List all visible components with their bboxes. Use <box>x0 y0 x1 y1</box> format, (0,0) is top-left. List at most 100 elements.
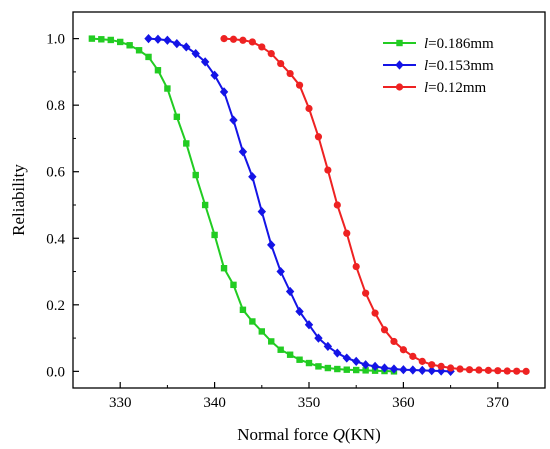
x-tick-label: 340 <box>203 395 226 411</box>
series-1-point <box>164 85 171 92</box>
series-2-point <box>418 365 427 375</box>
series-1-point <box>315 363 322 370</box>
x-tick-label: 370 <box>487 395 510 411</box>
series-3-point <box>239 36 247 44</box>
series-3-point <box>248 38 256 46</box>
legend-label-variable: l <box>424 36 428 52</box>
series-2-point <box>304 320 314 330</box>
series-1-point <box>88 35 96 42</box>
x-tick-label: 360 <box>392 395 415 411</box>
series-2-point <box>370 361 380 371</box>
series-layer <box>88 34 530 376</box>
y-tick-label: 0.6 <box>46 165 65 181</box>
series-3-point <box>343 229 351 237</box>
series-2-point <box>248 172 257 182</box>
series-1-point <box>154 67 162 74</box>
y-tick-label: 0.8 <box>46 98 65 114</box>
series-3-point <box>475 366 483 374</box>
series-2-point <box>219 87 229 97</box>
series-3-point <box>465 366 474 374</box>
series-1-point <box>286 351 294 358</box>
series-3 <box>220 35 530 375</box>
legend-label-2: l=0.153mm <box>424 58 494 74</box>
series-1-point <box>305 359 313 367</box>
series-2-point <box>408 365 418 375</box>
x-tick-label: 330 <box>109 395 132 411</box>
series-3-point <box>333 201 341 209</box>
series-1-point <box>107 36 114 44</box>
series-2-point <box>352 356 361 366</box>
y-tick-label: 0.2 <box>46 298 65 314</box>
series-2-point <box>389 364 399 374</box>
series-1-point <box>334 365 341 373</box>
series-2-point <box>295 306 304 317</box>
series-3-point <box>437 362 445 370</box>
series-1-point <box>277 346 284 353</box>
legend-marker-2 <box>395 60 404 70</box>
series-1-point <box>268 338 275 345</box>
series-3-point <box>277 59 285 68</box>
series-3-point <box>447 364 455 372</box>
x-axis-ticks: 330 340 350 360 370 <box>109 382 546 411</box>
series-2-point <box>285 286 295 297</box>
y-tick-label: 1.0 <box>46 32 65 48</box>
series-3-point <box>220 35 228 43</box>
legend-label-value: =0.12mm <box>428 80 486 96</box>
x-axis-title-variable: Q <box>333 425 345 444</box>
series-2-point <box>257 207 266 217</box>
legend-label-1: l=0.186mm <box>424 36 494 52</box>
series-3-point <box>399 346 407 354</box>
series-1-point <box>98 36 105 43</box>
series-2-point <box>229 115 238 125</box>
y-axis-title: Reliability <box>9 164 28 236</box>
series-1-point <box>220 265 228 272</box>
x-axis-title-unit: (KN) <box>345 425 381 444</box>
series-2-point <box>238 147 248 157</box>
series-1-point <box>117 38 124 46</box>
series-1-point <box>201 201 209 209</box>
series-1-point <box>173 113 181 121</box>
y-tick-label: 0.4 <box>46 231 65 247</box>
series-2-point <box>342 353 351 363</box>
legend-marker-3 <box>395 83 404 91</box>
series-2-point <box>399 365 408 375</box>
legend-label-value: =0.153mm <box>428 58 494 74</box>
series-3-point <box>314 133 323 141</box>
series-3-point <box>352 262 360 271</box>
series-3-point <box>286 69 294 78</box>
y-axis-ticks: 0.0 0.2 0.4 0.6 0.8 1.0 <box>46 32 79 380</box>
series-3-point <box>503 367 511 375</box>
series-3-point <box>324 166 332 174</box>
legend-label-variable: l <box>424 80 428 96</box>
series-1-point <box>296 356 303 363</box>
series-2-point <box>267 240 276 250</box>
series-2-point <box>314 333 323 343</box>
series-3-point <box>267 49 275 58</box>
series-3-point <box>456 365 464 373</box>
series-2-point <box>276 266 285 277</box>
series-1-point <box>343 366 350 373</box>
series-2-point <box>380 363 389 373</box>
series-3-point <box>522 367 530 375</box>
series-1-point <box>230 281 237 289</box>
series-2-point <box>333 348 342 358</box>
series-1-point <box>135 47 143 54</box>
series-3-point <box>418 357 426 365</box>
series-1-point <box>362 367 369 374</box>
legend-marker-1 <box>396 39 403 47</box>
legend-label-variable: l <box>424 58 428 74</box>
series-3-point <box>428 361 436 369</box>
series-3-point <box>229 35 238 43</box>
series-2-point <box>323 341 333 352</box>
x-tick-label: 350 <box>298 395 321 411</box>
series-3-point <box>305 104 313 113</box>
series-2-point <box>210 70 219 80</box>
series-2-point <box>200 57 210 67</box>
series-2-point <box>163 35 172 45</box>
series-2-point <box>182 42 191 52</box>
series-1-point <box>249 318 256 325</box>
series-1-point <box>145 53 152 61</box>
series-1-point <box>211 231 218 239</box>
